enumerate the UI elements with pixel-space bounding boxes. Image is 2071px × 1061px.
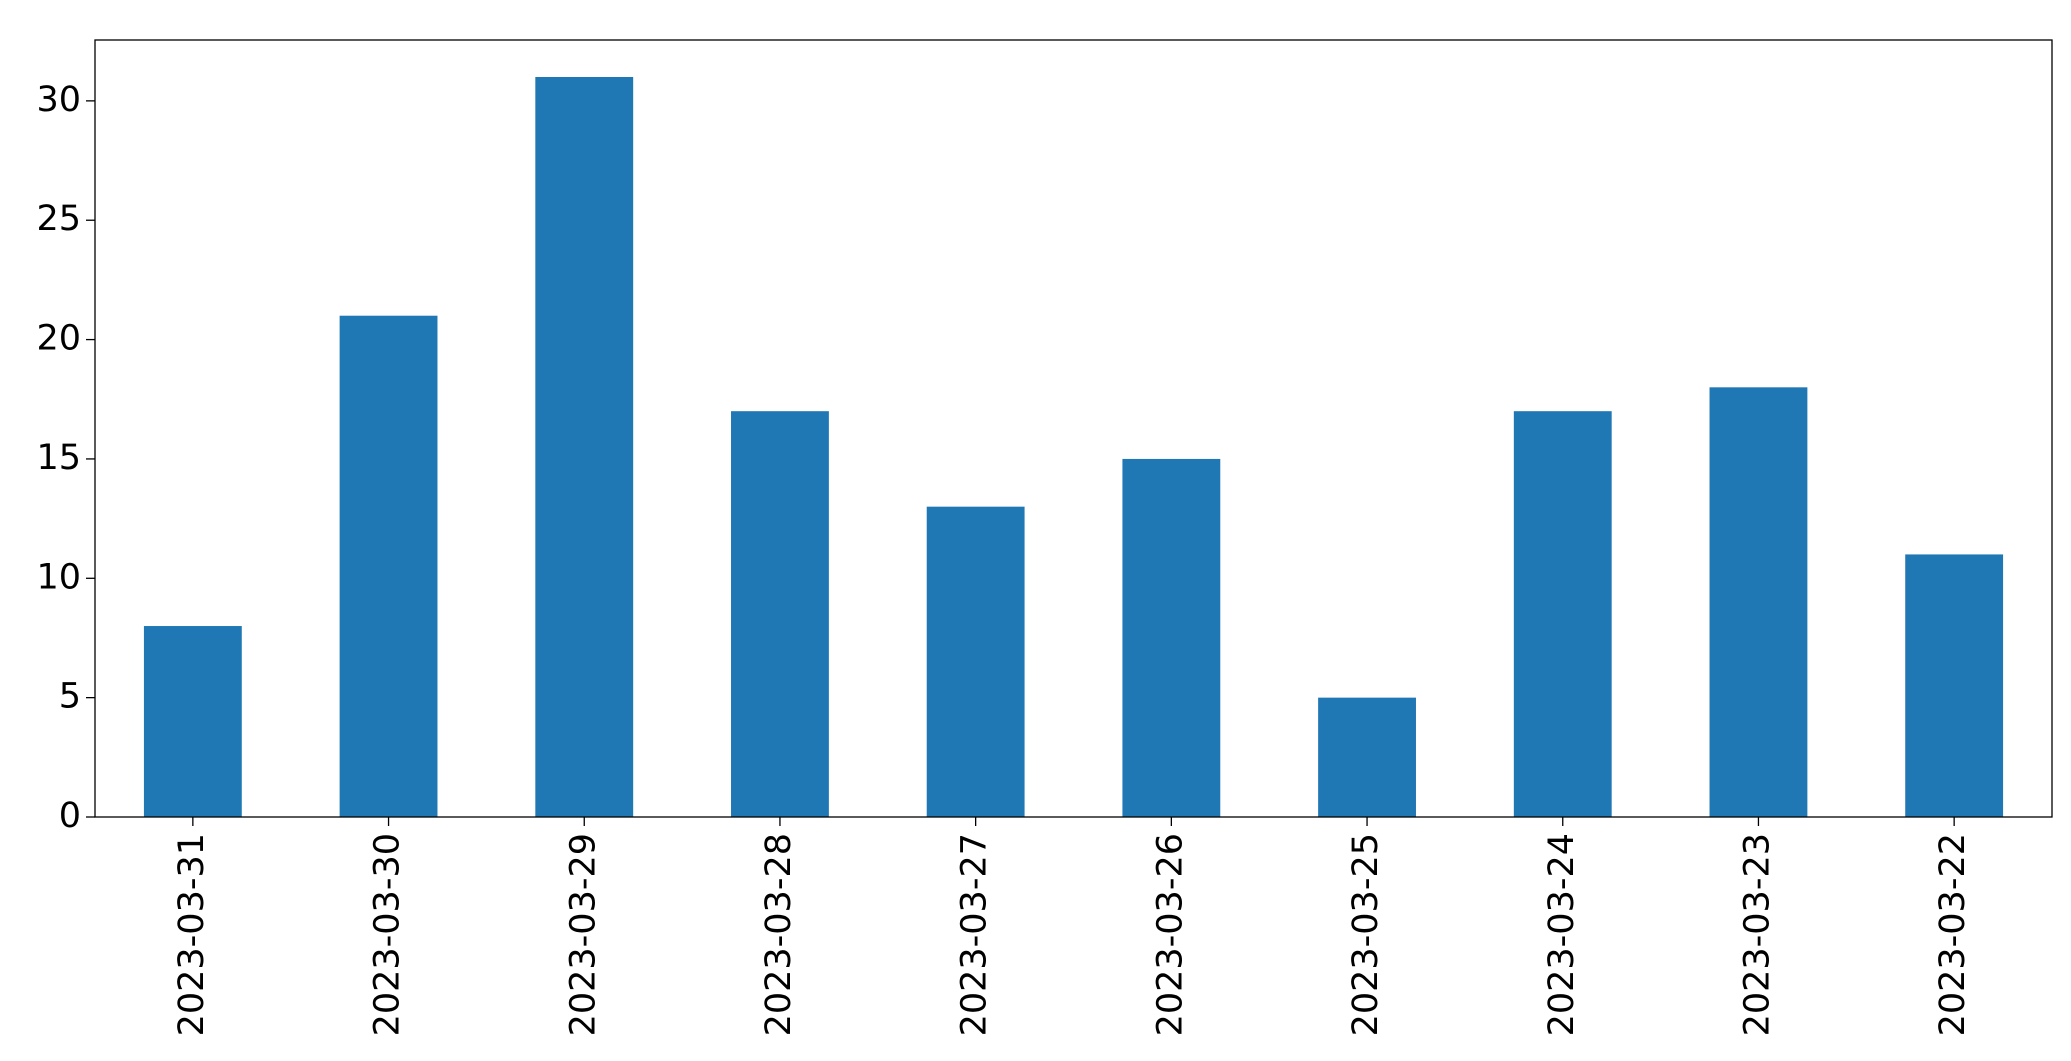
bar: [143, 626, 242, 817]
x-tick-label: 2023-03-29: [563, 833, 603, 1036]
bar: [1905, 554, 2004, 817]
x-tick-label: 2023-03-22: [1933, 833, 1973, 1036]
x-tick-label: 2023-03-30: [368, 833, 408, 1036]
bar: [731, 411, 829, 817]
x-tick-label: 2023-03-24: [1542, 833, 1582, 1036]
bar: [926, 506, 1025, 817]
bar: [1709, 387, 1808, 817]
x-tick-label: 2023-03-26: [1150, 833, 1190, 1036]
bar: [339, 315, 438, 817]
y-tick-label: 30: [36, 80, 81, 120]
y-tick-label: 0: [59, 796, 81, 836]
y-tick-label: 5: [59, 677, 81, 717]
bar: [1513, 411, 1612, 817]
y-tick-label: 10: [36, 557, 81, 597]
bar: [1122, 458, 1221, 817]
plot-frame: [94, 39, 2053, 818]
bar: [1318, 697, 1416, 817]
x-tick-label: 2023-03-31: [172, 833, 212, 1036]
y-tick-label: 20: [36, 319, 81, 359]
x-tick-label: 2023-03-25: [1346, 833, 1386, 1036]
x-tick-label: 2023-03-23: [1737, 833, 1777, 1036]
y-tick-label: 25: [36, 199, 81, 239]
y-tick-label: 15: [36, 438, 81, 478]
x-tick-label: 2023-03-27: [955, 833, 995, 1036]
x-tick-label: 2023-03-28: [759, 833, 799, 1036]
bar: [535, 77, 634, 817]
